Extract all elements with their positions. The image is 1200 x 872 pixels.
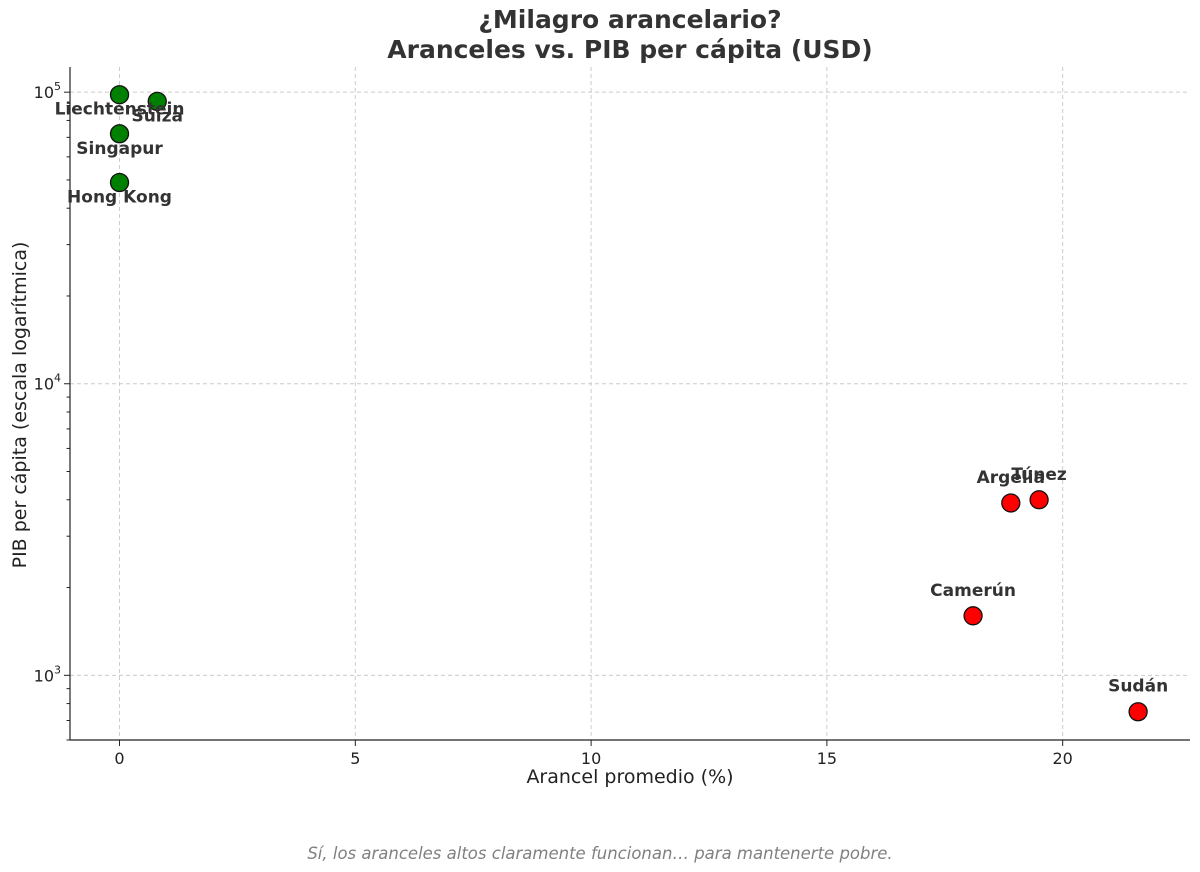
x-tick-label: 15: [817, 749, 837, 768]
point-hong-kong: [109, 172, 130, 193]
point-label: Túnez: [1011, 465, 1066, 485]
x-axis-label: Arancel promedio (%): [526, 766, 733, 788]
point-sud-n: [1128, 702, 1148, 722]
point-suiza: [147, 91, 167, 112]
point-t-nez: [1029, 490, 1049, 510]
point-label: Liechtenstein: [55, 100, 185, 120]
axes: [64, 67, 1190, 746]
caption: Sí, los aranceles altos claramente funci…: [307, 844, 892, 863]
point-label: Hong Kong: [67, 188, 172, 208]
y-tick-label: 103: [34, 663, 61, 685]
x-tick-label: 20: [1052, 749, 1072, 768]
point-label: Sudán: [1108, 677, 1168, 697]
point-camer-n: [963, 606, 983, 626]
grid: [70, 67, 1190, 740]
x-tick-label: 5: [350, 749, 360, 768]
chart-subtitle: Aranceles vs. PIB per cápita (USD): [387, 35, 872, 64]
point-label: Singapur: [76, 139, 163, 159]
data-points: [109, 85, 1148, 722]
point-label: Suiza: [131, 106, 183, 126]
y-tick-label: 105: [34, 80, 61, 102]
tick-labels: 0 5 10 15 20 103 104 105: [34, 80, 1073, 768]
chart-title: ¿Milagro arancelario?: [478, 5, 781, 34]
point-argelia: [1001, 493, 1021, 513]
x-tick-label: 0: [114, 749, 124, 768]
point-label: Camerún: [930, 581, 1016, 601]
y-axis-label: PIB per cápita (escala logarítmica): [9, 242, 31, 569]
y-tick-label: 104: [34, 372, 61, 394]
point-liechtenstein: [109, 85, 130, 105]
x-tick-label: 10: [581, 749, 601, 768]
point-singapur: [109, 124, 130, 144]
point-label: Argelia: [977, 468, 1045, 488]
